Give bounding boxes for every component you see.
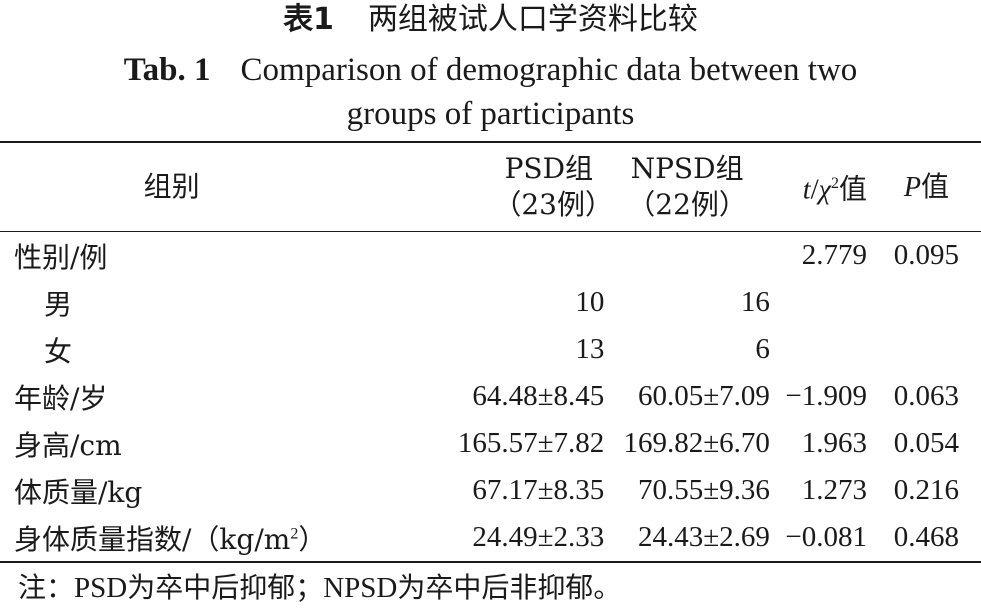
cell-psd: 165.57±7.82 [457,427,605,459]
cell-p-value: 0.063 [893,380,959,412]
table-row: 性别/例 2.779 0.095 [0,232,981,280]
cell-statistic: 1.273 [801,474,867,506]
caption-title-en-line2: groups of participants [346,96,635,132]
cell-psd: 67.17±8.35 [472,474,605,506]
table-row: 身体质量指数/（kg/m2） 24.49±2.33 24.43±2.69 −0.081… [0,514,981,562]
demographics-table: 组别 PSD组 （23例） NPSD组 （22例） t/χ2值 P值 性别/例 2… [0,141,981,563]
row-label: 身体质量指数/（kg/m2） [14,522,327,556]
header-psd-line2: （23例） [493,188,613,221]
cell-statistic [770,326,867,373]
row-label: 身高/cm [14,428,122,462]
header-npsd-line2: （22例） [627,188,747,221]
header-psd: PSD组 （23例） [343,142,613,232]
header-group: 组别 [143,170,200,203]
row-label: 男 [44,287,73,321]
cell-npsd: 70.55±9.36 [637,474,770,506]
caption-title-cn: 两组被试人口学资料比较 [367,2,698,37]
header-statistic: t/χ2值 [802,172,867,206]
cell-npsd: 16 [740,286,770,318]
cell-npsd: 24.43±2.69 [637,521,770,553]
cell-npsd: 6 [755,333,770,365]
cell-npsd: 60.05±7.09 [637,380,770,412]
cell-p-value: 0.216 [893,474,959,506]
cell-psd: 13 [575,333,605,365]
cell-statistic: −1.909 [785,380,867,412]
cell-p-value [867,326,981,373]
table-row: 体质量/kg 67.17±8.35 70.55±9.36 1.273 0.216 [0,467,981,514]
cell-statistic: −0.081 [785,521,867,553]
cell-statistic: 1.963 [801,427,867,459]
caption-table-number-cn: 表1 [283,2,334,37]
caption-title-en-line1: Comparison of demographic data between t… [240,52,858,88]
cell-npsd: 169.82±6.70 [623,427,770,459]
table-header-row: 组别 PSD组 （23例） NPSD组 （22例） t/χ2值 P值 [0,142,981,232]
cell-npsd [604,232,770,280]
cell-psd: 24.49±2.33 [472,521,605,553]
table-row: 身高/cm 165.57±7.82 169.82±6.70 1.963 0.054 [0,420,981,467]
cell-p-value: 0.468 [893,521,959,553]
cell-psd: 64.48±8.45 [472,380,605,412]
caption-table-number-en: Tab. 1 [123,52,211,88]
cell-p-value: 0.054 [893,427,959,459]
table-row: 女 13 6 [0,326,981,373]
cell-p-value [867,279,981,326]
cell-psd: 10 [575,286,605,318]
table-row: 男 10 16 [0,279,981,326]
cell-statistic [770,279,867,326]
cell-psd [343,232,604,280]
row-label: 性别/例 [14,240,108,274]
table-row: 年龄/岁 64.48±8.45 60.05±7.09 −1.909 0.063 [0,373,981,420]
header-p-value: P值 [903,169,949,203]
table-footnote: 注：PSD为卒中后抑郁；NPSD为卒中后非抑郁。 [18,571,622,604]
row-label: 体质量/kg [14,475,143,509]
cell-statistic: 2.779 [801,239,867,271]
row-label: 女 [44,334,73,368]
header-psd-line1: PSD组 [504,152,594,185]
table-caption-chinese: 表1 两组被试人口学资料比较 [0,0,981,40]
row-label: 年龄/岁 [14,381,108,415]
header-npsd: NPSD组 （22例） [604,142,770,232]
cell-p-value: 0.095 [893,239,959,271]
table-caption-english: Tab. 1 Comparison of demographic data bet… [0,48,981,136]
header-npsd-line1: NPSD组 [630,152,744,185]
